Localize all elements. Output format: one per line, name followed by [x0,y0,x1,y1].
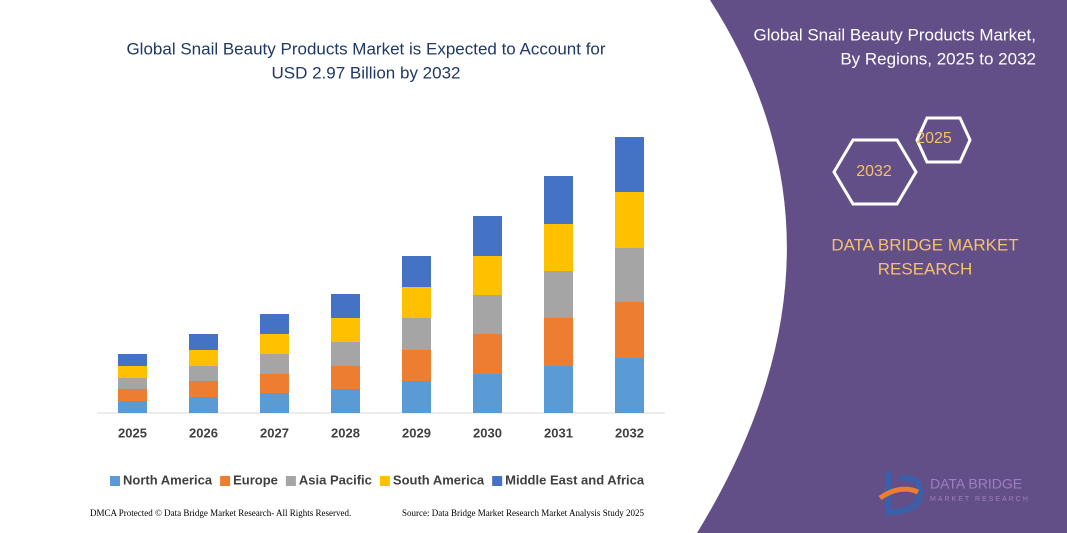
bar-segment [189,366,218,381]
bar-segment [473,256,502,295]
bar-segment [118,401,147,413]
bar-segment [260,314,289,334]
hexagon [832,138,918,206]
footer-note: DMCA Protected © Data Bridge Market Rese… [90,508,351,518]
bar-segment [331,389,360,413]
logo-icon [885,472,924,516]
bar-segment [331,366,360,389]
logo-icon [878,486,920,501]
logo-text: MARKET RESEARCH [930,496,1030,503]
x-tick-label: 2028 [331,425,360,440]
bar-segment [615,358,644,413]
hexagon [915,116,972,164]
bar-segment [189,334,218,350]
legend-swatch [110,476,120,486]
x-tick-label: 2031 [544,425,573,440]
logo-text: DATA BRIDGE [930,476,1022,492]
bar-segment [615,137,644,192]
bar-segment [189,381,218,397]
bar-segment [118,389,147,401]
bar-segment [402,381,431,413]
chart-title: USD 2.97 Billion by 2032 [271,63,460,82]
chart-title: Global Snail Beauty Products Market is E… [126,39,605,58]
legend-swatch [220,476,231,486]
x-tick-label: 2029 [402,425,431,440]
bar-segment [118,354,147,366]
bar-segment [402,256,431,287]
bar-segment [473,334,502,374]
bar-segment [402,350,431,381]
bar-segment [260,374,289,393]
bar-segment [331,318,360,342]
x-tick-label: 2030 [473,425,502,440]
bar-segment [260,334,289,354]
legend-swatch [379,476,390,486]
bar-segment [331,342,360,366]
bar-segment [189,397,218,413]
x-tick-label: 2026 [189,425,218,440]
legend-swatch [492,476,503,486]
bar-segment [331,294,360,318]
bar-segment [118,378,147,389]
bar-segment [615,248,644,302]
bar-segment [402,287,431,318]
hex-label: 2032 [856,163,892,180]
bar-segment [615,302,644,358]
bar-segment [402,318,431,350]
legend-label: Europe [233,472,278,487]
bar-segment [118,366,147,378]
legend-swatch [285,476,296,486]
footer-source: Source: Data Bridge Market Research Mark… [402,508,644,518]
bar-segment [473,216,502,256]
bar-segment [473,295,502,334]
bar-segment [544,366,573,413]
brand: RESEARCH [878,259,972,278]
bar-segment [544,271,573,318]
bar-segment [544,176,573,224]
bar-segment [473,374,502,413]
bar-segment [544,224,573,271]
bar-segment [615,192,644,248]
legend-label: Asia Pacific [299,472,372,487]
x-tick-label: 2032 [615,425,644,440]
panel-title: By Regions, 2025 to 2032 [840,49,1036,68]
legend-label: North America [123,472,213,487]
side-panel [697,0,1067,533]
bar-segment [189,350,218,366]
panel-title: Global Snail Beauty Products Market, [753,25,1036,44]
hex-label: 2025 [916,130,952,147]
bar-segment [544,318,573,366]
bar-segment [260,393,289,413]
x-tick-label: 2025 [118,425,147,440]
brand: DATA BRIDGE MARKET [831,235,1018,254]
legend-label: Middle East and Africa [505,472,645,487]
legend-label: South America [393,472,485,487]
x-tick-label: 2027 [260,425,289,440]
bar-segment [260,354,289,374]
